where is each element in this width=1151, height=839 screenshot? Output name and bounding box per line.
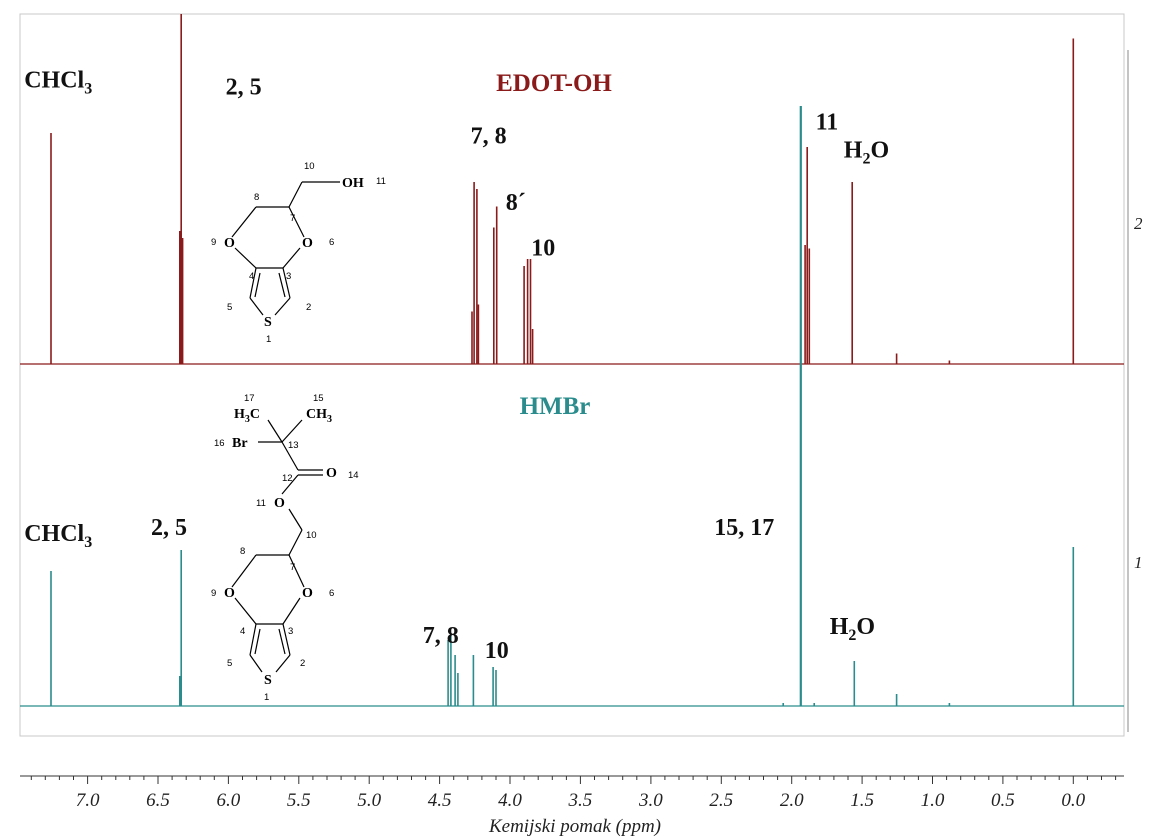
x-axis-label: Kemijski pomak (ppm) [488, 816, 661, 837]
edot-oh-atom-o9: O [224, 236, 235, 251]
edot-oh-num-3: 3 [286, 271, 291, 282]
peak-label: CHCl3 [24, 521, 92, 551]
edot-oh-num-5: 5 [227, 302, 232, 313]
x-tick-label: 3.0 [638, 790, 663, 811]
peak-label: 2, 5 [151, 515, 187, 541]
edot-oh-num-11: 11 [376, 176, 386, 187]
peak-label: 11 [816, 110, 839, 136]
x-tick-label: 0.0 [1061, 790, 1085, 811]
hmbr-atom-o-ester: O [274, 496, 285, 511]
edot-oh-num-1: 1 [266, 334, 271, 345]
x-tick-label: 6.0 [217, 790, 241, 811]
peak-label: H2O [830, 614, 875, 644]
hmbr-num-14: 14 [348, 470, 359, 481]
edot-oh-structure: OH O O S 10 11 8 7 9 6 4 3 5 2 1 [211, 161, 386, 345]
x-tick-label: 5.5 [287, 790, 311, 811]
edot-oh-num-4: 4 [249, 271, 254, 282]
x-tick-label: 2.0 [780, 790, 804, 811]
x-tick-label: 1.0 [921, 790, 945, 811]
hmbr-num-10: 10 [306, 530, 317, 541]
hmbr-num-6: 6 [329, 588, 334, 599]
hmbr-num-7: 7 [290, 562, 295, 573]
peak-label: 2, 5 [226, 75, 262, 101]
hmbr-atom-o-carbonyl: O [326, 466, 337, 481]
peak-label: H2O [844, 138, 889, 168]
hmbr-num-9: 9 [211, 588, 216, 599]
hmbr-atom-s: S [264, 673, 272, 688]
hmbr-atom-o9: O [224, 586, 235, 601]
edot-oh-num-10: 10 [304, 161, 315, 172]
hmbr-num-12: 12 [282, 473, 293, 484]
edot-oh-atom-o6: O [302, 236, 313, 251]
hmbr-atom-ch3: CH3 [306, 407, 332, 425]
hmbr-num-3: 3 [288, 626, 293, 637]
peak-label: 15, 17 [714, 515, 774, 541]
edot-oh-num-6: 6 [329, 237, 334, 248]
hmbr-atom-h3c: H3C [234, 407, 260, 425]
hmbr-num-16: 16 [214, 438, 225, 449]
edot-oh-num-9: 9 [211, 237, 216, 248]
hmbr-num-4: 4 [240, 626, 245, 637]
spectra-layer [20, 14, 1124, 707]
hmbr-atom-o6: O [302, 586, 313, 601]
hmbr-num-15: 15 [313, 393, 324, 404]
x-axis-ticks: 7.0 6.5 6.0 5.5 5.0 4.5 4.0 3.5 3.0 2.5 2.0 1.5 1.0 0… [30, 776, 1117, 811]
x-tick-label: 4.0 [498, 790, 522, 811]
hmbr-num-1: 1 [264, 692, 269, 703]
x-tick-label: 6.5 [146, 790, 170, 811]
peak-label: 10 [485, 638, 509, 664]
edot-oh-num-7: 7 [290, 213, 295, 224]
hmbr-num-11: 11 [256, 498, 266, 509]
x-tick-label: 1.5 [850, 790, 874, 811]
x-tick-label: 0.5 [991, 790, 1015, 811]
hmbr-num-17: 17 [244, 393, 255, 404]
hmbr-num-13: 13 [288, 440, 299, 451]
peak-label: CHCl3 [24, 68, 92, 98]
hmbr-structure: H3C CH3 Br O O O O S 17 15 16 13 12 14 [211, 393, 359, 703]
plot-frame [19, 13, 1125, 737]
x-tick-label: 7.0 [76, 790, 100, 811]
peak-label: 7, 8 [423, 623, 459, 649]
hmbr-atom-br: Br [232, 436, 248, 451]
series-title-hmbr: HMBr [520, 393, 591, 420]
series-hmbr [20, 106, 1124, 707]
peak-label: 8´ [506, 190, 526, 216]
series-edot-oh [20, 14, 1124, 365]
edot-oh-num-8: 8 [254, 192, 259, 203]
edot-oh-atom-oh: OH [342, 176, 364, 191]
peak-label: 10 [531, 236, 555, 262]
hmbr-num-5: 5 [227, 658, 232, 669]
edot-oh-atom-s: S [264, 315, 272, 330]
peak-label: 7, 8 [471, 124, 507, 150]
series-title-edot-oh: EDOT-OH [496, 70, 612, 97]
edot-oh-num-2: 2 [306, 302, 311, 313]
x-tick-label: 2.5 [709, 790, 733, 811]
hmbr-num-8: 8 [240, 546, 245, 557]
right-axis-tick-2: 2 [1134, 214, 1143, 233]
x-tick-label: 3.5 [568, 790, 593, 811]
right-axis-tick-1: 1 [1134, 553, 1143, 572]
x-tick-label: 5.0 [357, 790, 381, 811]
hmbr-num-2: 2 [300, 658, 305, 669]
x-tick-label: 4.5 [428, 790, 452, 811]
